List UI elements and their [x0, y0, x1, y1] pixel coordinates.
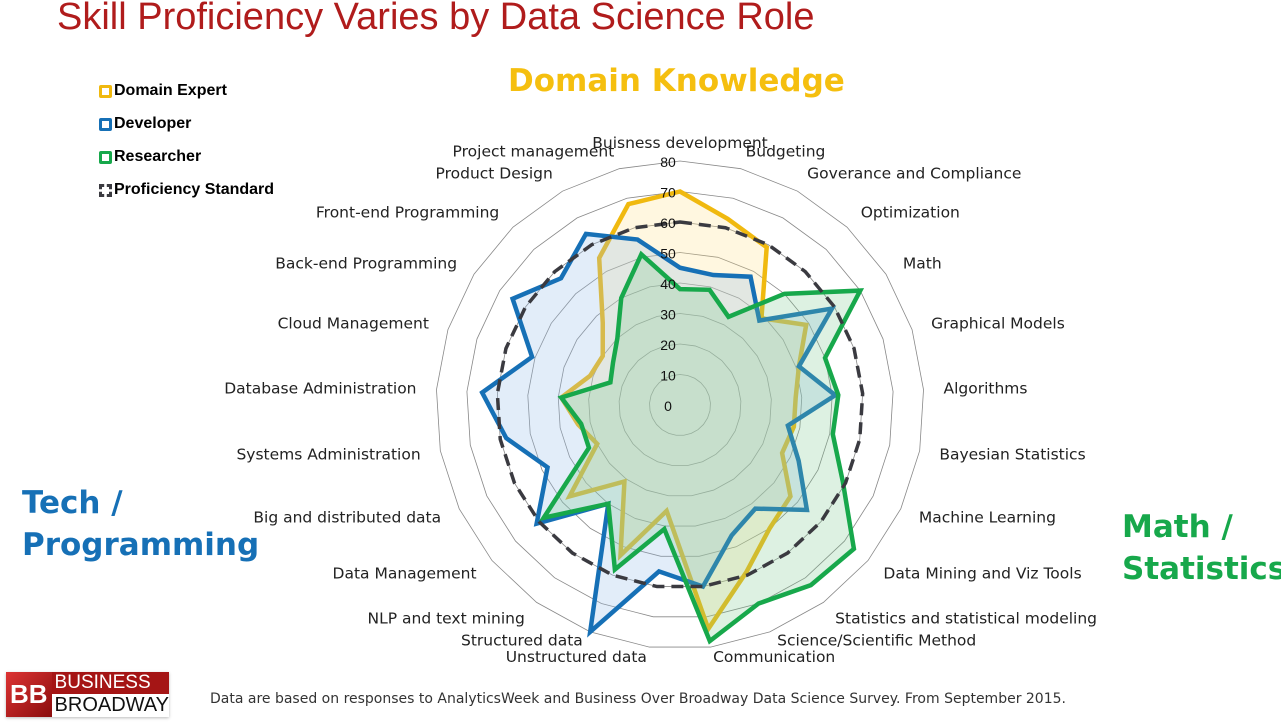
tick-label: 40	[660, 276, 676, 292]
logo-line1: BUSINESS	[51, 672, 169, 694]
grid-ring	[436, 160, 924, 648]
tick-label: 20	[660, 337, 676, 353]
axis-label: Back-end Programming	[275, 255, 457, 273]
axis-label: Budgeting	[746, 142, 826, 160]
region-tech-line2: Programming	[22, 527, 260, 563]
tick-label: 70	[660, 185, 676, 201]
axis-label: Graphical Models	[931, 314, 1065, 332]
region-math-line2: Statistics	[1122, 551, 1281, 587]
legend-swatch	[99, 118, 112, 131]
grid-ring	[527, 252, 833, 557]
axis-label: Math	[903, 255, 942, 273]
series-proficiency-standard	[495, 220, 865, 589]
logo-line2: BROADWAY	[54, 694, 169, 716]
series-researcher	[538, 250, 865, 645]
tick-label: 10	[660, 368, 676, 384]
axis-label: Systems Administration	[236, 445, 420, 463]
chart-title: Skill Proficiency Varies by Data Science…	[57, 0, 815, 38]
region-math-line1: Math /	[1122, 509, 1233, 545]
axis-label: Goverance and Compliance	[807, 165, 1021, 183]
logo-mark: BB	[6, 672, 52, 717]
axis-label: Buisness development	[592, 134, 768, 152]
region-label-tech: Tech / Programming	[22, 482, 259, 566]
tick-label: 0	[664, 398, 672, 414]
legend-item: Researcher	[99, 148, 274, 181]
tick-label: 30	[660, 307, 676, 323]
axis-label: NLP and text mining	[368, 610, 525, 628]
axis-label: Bayesian Statistics	[939, 445, 1085, 463]
business-broadway-logo: BB BUSINESS BROADWAY	[6, 672, 169, 717]
footnote: Data are based on responses to Analytics…	[210, 691, 1066, 707]
legend-swatch	[99, 85, 112, 98]
axis-label: Data Management	[333, 564, 477, 582]
axis-label: Science/Scientific Method	[777, 631, 976, 649]
legend-label: Researcher	[114, 148, 202, 165]
grid-ring	[618, 343, 742, 466]
axis-label: Unstructured data	[506, 648, 647, 666]
axis-label: Database Administration	[224, 379, 416, 397]
series-developer	[479, 231, 840, 638]
legend-label: Proficiency Standard	[114, 181, 275, 198]
region-label-math: Math / Statistics	[1122, 506, 1281, 590]
legend-item: Domain Expert	[99, 82, 274, 115]
legend-label: Domain Expert	[114, 82, 227, 99]
grid-ring	[466, 191, 894, 618]
grid-ring	[649, 374, 711, 436]
axis-label: Front-end Programming	[316, 204, 499, 222]
region-label-domain: Domain Knowledge	[508, 63, 845, 99]
axis-label: Project management	[453, 142, 615, 160]
axis-label: Machine Learning	[919, 508, 1056, 526]
legend: Domain Expert Developer Researcher Proficie…	[99, 82, 274, 214]
tick-label: 60	[660, 215, 676, 231]
tick-label: 50	[660, 246, 676, 262]
legend-label: Developer	[114, 115, 192, 132]
region-tech-line1: Tech /	[22, 485, 123, 521]
legend-item: Developer	[99, 115, 274, 148]
axis-label: Statistics and statistical modeling	[835, 610, 1097, 628]
axis-label: Algorithms	[943, 379, 1027, 397]
axis-label: Product Design	[436, 165, 553, 183]
axis-label: Cloud Management	[278, 314, 429, 332]
axis-label: Data Mining and Viz Tools	[883, 564, 1081, 582]
legend-swatch	[99, 184, 112, 197]
legend-swatch	[99, 151, 112, 164]
grid-ring	[557, 282, 803, 527]
axis-label: Big and distributed data	[253, 508, 441, 526]
axis-label: Structured data	[461, 631, 583, 649]
axis-label: Optimization	[861, 204, 960, 222]
legend-item: Proficiency Standard	[99, 181, 274, 214]
axis-label: Communication	[713, 648, 835, 666]
tick-label: 80	[660, 154, 676, 170]
